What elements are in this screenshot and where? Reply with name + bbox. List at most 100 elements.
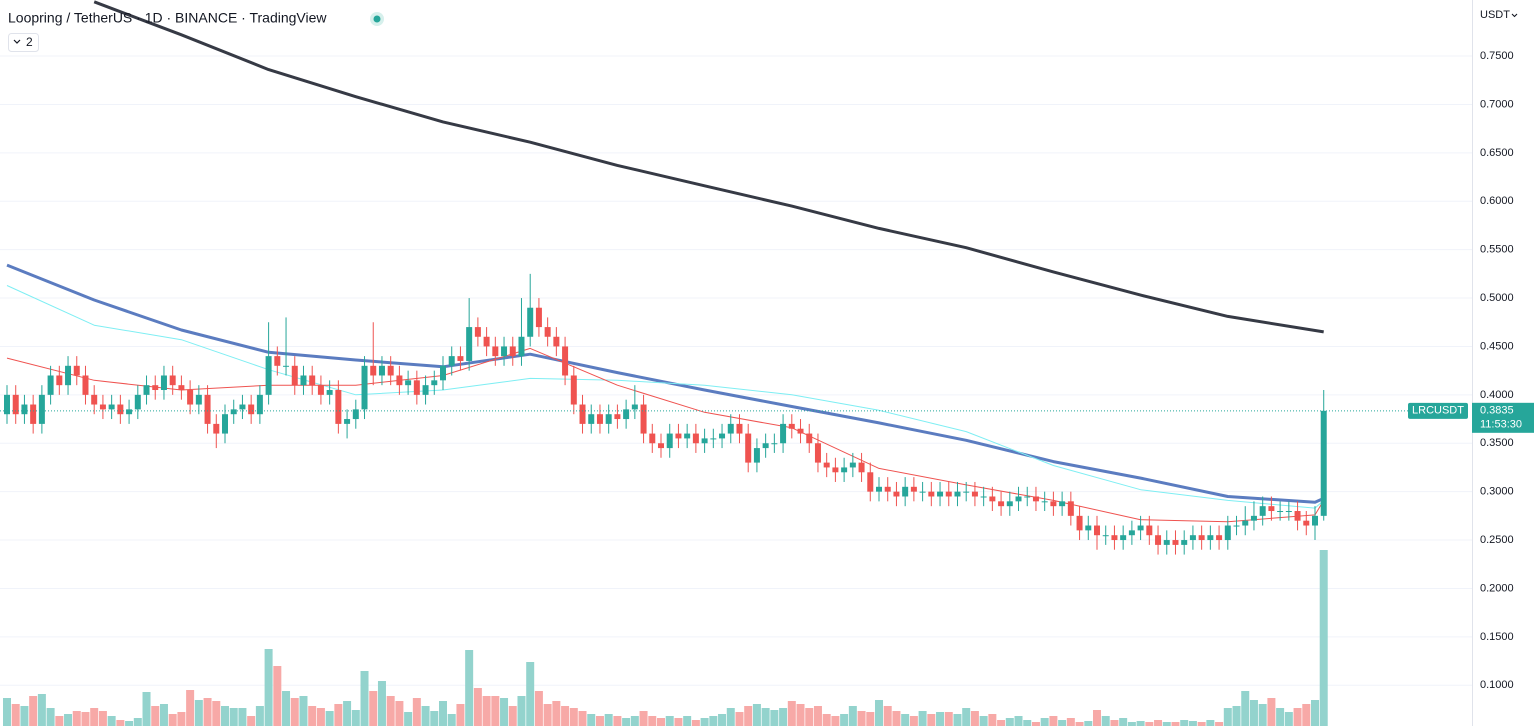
volume-bar: [1162, 722, 1171, 726]
candle-body: [361, 365, 368, 410]
volume-bar: [630, 716, 639, 726]
candle-body: [1006, 501, 1013, 507]
y-tick-label: 0.1000: [1480, 679, 1514, 691]
volume-bar: [822, 714, 831, 726]
candle-body: [387, 365, 394, 376]
volume-bar: [1014, 716, 1023, 726]
candle-body: [1303, 520, 1310, 526]
candle-body: [963, 491, 970, 493]
moving-average: [6, 347, 1325, 523]
candle-body: [422, 385, 429, 395]
candle-body: [187, 390, 194, 405]
candle-body: [1320, 410, 1327, 516]
volume-bar: [439, 701, 447, 726]
candle-body: [431, 380, 438, 386]
y-tick-label: 0.5500: [1480, 244, 1514, 256]
candle-body: [1250, 515, 1257, 521]
candle-body: [623, 409, 630, 420]
volume-bar: [212, 701, 221, 726]
candle-body: [788, 423, 795, 429]
volume-bar: [29, 696, 38, 726]
volume-bar: [360, 671, 369, 726]
candle-body: [562, 346, 569, 376]
volume-bar: [151, 706, 160, 726]
volume-bar: [264, 649, 273, 726]
candle-body: [535, 307, 542, 328]
volume-bar: [866, 712, 875, 726]
candle-body: [762, 443, 769, 449]
volume-bar: [587, 714, 596, 726]
candle-body: [1216, 535, 1223, 541]
volume-bar: [90, 708, 99, 726]
y-tick-label: 0.6000: [1480, 195, 1514, 207]
symbol-badge: [1408, 402, 1468, 419]
candle-body: [1285, 511, 1292, 513]
volume-bar: [875, 700, 883, 726]
candle-body: [727, 423, 734, 434]
candle-body: [980, 496, 987, 498]
volume-bar: [1319, 550, 1328, 726]
candle-body: [640, 404, 647, 434]
candle-body: [378, 365, 385, 376]
volume-bar: [1258, 704, 1267, 726]
candle-body: [806, 433, 813, 444]
candle-body: [753, 448, 760, 463]
candle-body: [396, 375, 403, 386]
volume-bar: [1249, 700, 1258, 726]
volume-bar: [404, 712, 413, 726]
volume-bar: [430, 711, 439, 726]
candle-body: [1102, 535, 1109, 537]
currency-selector[interactable]: USDT: [1480, 9, 1510, 21]
candle-body: [1233, 525, 1240, 527]
candle-body: [300, 375, 307, 386]
volume-bar: [282, 691, 291, 726]
candle-body: [736, 423, 743, 434]
candle-body: [152, 385, 159, 391]
candle-body: [466, 327, 473, 361]
volume-bar: [325, 711, 334, 726]
volume-bar: [465, 650, 474, 726]
volume-bar: [343, 701, 352, 726]
volume-bar: [1136, 721, 1145, 726]
volume-bar: [125, 721, 134, 726]
volume-bar: [98, 711, 107, 726]
y-tick-label: 0.7000: [1480, 98, 1514, 110]
volume-bar: [744, 706, 753, 726]
volume-bar: [848, 706, 857, 726]
moving-averages: [6, 0, 1325, 523]
volume-bar: [1066, 718, 1075, 726]
volume-bar: [351, 710, 360, 726]
candle-body: [91, 394, 98, 405]
volume-bar: [203, 698, 212, 726]
volume-bar: [81, 712, 90, 726]
volume-bar: [936, 712, 945, 726]
candle-body: [82, 375, 89, 395]
volume-bar: [534, 691, 543, 726]
candle-body: [989, 496, 996, 502]
volume-bar: [639, 711, 648, 726]
volume-bar: [726, 708, 735, 726]
candle-body: [1067, 501, 1074, 516]
volume-bar: [299, 696, 308, 726]
candle-body: [1032, 496, 1039, 502]
volume-bar: [482, 696, 491, 726]
volume-bar: [883, 706, 892, 726]
y-tick-label: 0.7500: [1480, 50, 1514, 62]
volume-bar: [779, 708, 788, 726]
candle-body: [405, 380, 412, 386]
candle-body: [1120, 535, 1127, 541]
candle-body: [326, 390, 333, 395]
candle-body: [1015, 496, 1022, 502]
volume-bar: [177, 712, 186, 726]
indicator-toggle[interactable]: [8, 33, 39, 52]
volume-bar: [569, 708, 578, 726]
candle-body: [954, 491, 961, 497]
volume-bar: [238, 708, 247, 726]
volume-bar: [613, 716, 622, 726]
volume-bar: [622, 718, 631, 726]
candle-body: [1059, 501, 1066, 507]
candle-body: [771, 443, 778, 445]
price-axis-panel: [1472, 0, 1534, 726]
